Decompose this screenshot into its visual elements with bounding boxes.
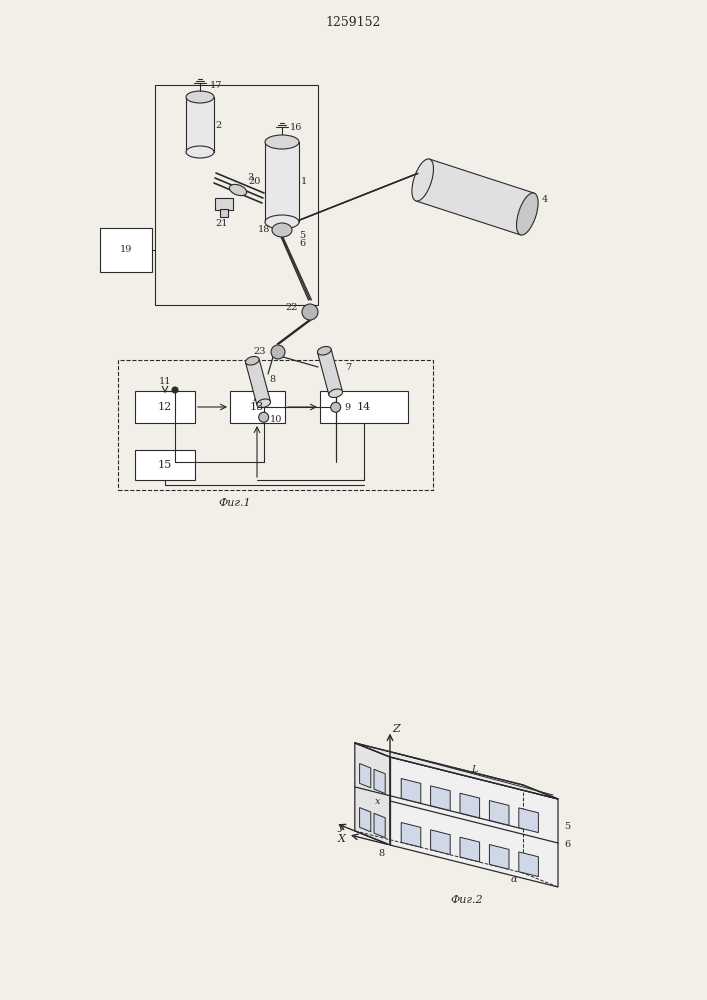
Ellipse shape bbox=[517, 193, 538, 235]
Text: 19: 19 bbox=[119, 245, 132, 254]
Polygon shape bbox=[489, 801, 509, 825]
Text: 6: 6 bbox=[564, 840, 571, 849]
Text: 14: 14 bbox=[357, 402, 371, 412]
Ellipse shape bbox=[186, 91, 214, 103]
Ellipse shape bbox=[329, 389, 342, 398]
Polygon shape bbox=[519, 808, 539, 833]
Text: 10: 10 bbox=[269, 415, 282, 424]
Text: 3: 3 bbox=[247, 174, 253, 182]
Polygon shape bbox=[460, 793, 479, 818]
Text: Фиг.1: Фиг.1 bbox=[218, 498, 251, 508]
Bar bbox=[118, 360, 433, 490]
Text: 11: 11 bbox=[159, 377, 171, 386]
Text: 20: 20 bbox=[249, 178, 261, 186]
Text: x: x bbox=[375, 796, 381, 806]
Text: 8: 8 bbox=[269, 374, 275, 383]
Polygon shape bbox=[360, 764, 370, 788]
Ellipse shape bbox=[272, 223, 292, 237]
Ellipse shape bbox=[271, 345, 285, 359]
Bar bbox=[155, 85, 318, 305]
Text: α: α bbox=[510, 875, 518, 884]
Polygon shape bbox=[360, 808, 370, 832]
Text: 9: 9 bbox=[344, 403, 351, 412]
Text: 17: 17 bbox=[210, 82, 222, 91]
Polygon shape bbox=[390, 757, 558, 887]
Bar bbox=[230, 391, 285, 423]
Text: Фиг.2: Фиг.2 bbox=[450, 895, 483, 905]
Bar bbox=[135, 450, 195, 480]
Bar bbox=[135, 391, 195, 423]
Text: Z: Z bbox=[392, 724, 400, 734]
Text: X: X bbox=[338, 834, 346, 844]
Polygon shape bbox=[460, 837, 479, 862]
Ellipse shape bbox=[302, 304, 318, 320]
Ellipse shape bbox=[265, 215, 299, 229]
Ellipse shape bbox=[331, 402, 341, 412]
Polygon shape bbox=[431, 830, 450, 855]
Text: 5: 5 bbox=[299, 231, 305, 239]
Ellipse shape bbox=[172, 387, 178, 393]
Polygon shape bbox=[355, 743, 390, 845]
Text: 4: 4 bbox=[542, 196, 548, 205]
Text: 16: 16 bbox=[290, 122, 302, 131]
Polygon shape bbox=[401, 778, 421, 803]
Text: 18: 18 bbox=[258, 226, 270, 234]
Text: 12: 12 bbox=[158, 402, 172, 412]
Ellipse shape bbox=[186, 146, 214, 158]
Text: 1259152: 1259152 bbox=[325, 15, 380, 28]
Text: L: L bbox=[471, 766, 477, 774]
Text: 1: 1 bbox=[301, 178, 307, 186]
Bar bbox=[320, 391, 408, 423]
Bar bbox=[215, 198, 233, 210]
Polygon shape bbox=[317, 349, 342, 395]
Text: 15: 15 bbox=[158, 460, 172, 470]
Polygon shape bbox=[489, 845, 509, 869]
Text: 21: 21 bbox=[216, 220, 228, 229]
Text: 8: 8 bbox=[378, 850, 385, 858]
Polygon shape bbox=[401, 822, 421, 847]
Polygon shape bbox=[431, 786, 450, 811]
Ellipse shape bbox=[265, 135, 299, 149]
Text: 5: 5 bbox=[564, 822, 571, 831]
Polygon shape bbox=[519, 852, 539, 877]
Polygon shape bbox=[374, 769, 385, 794]
Text: 7: 7 bbox=[345, 362, 351, 371]
Ellipse shape bbox=[257, 399, 271, 408]
Text: 2: 2 bbox=[215, 120, 221, 129]
Bar bbox=[220, 209, 228, 217]
Polygon shape bbox=[245, 359, 271, 405]
Text: 13: 13 bbox=[250, 402, 264, 412]
Text: 23: 23 bbox=[254, 348, 267, 357]
Polygon shape bbox=[355, 743, 558, 799]
Ellipse shape bbox=[412, 159, 433, 201]
Polygon shape bbox=[186, 97, 214, 152]
Polygon shape bbox=[265, 142, 299, 222]
Text: 6: 6 bbox=[299, 238, 305, 247]
Ellipse shape bbox=[245, 356, 259, 365]
Text: y: y bbox=[337, 822, 344, 832]
Polygon shape bbox=[374, 813, 385, 838]
Text: 22: 22 bbox=[286, 302, 298, 312]
Bar bbox=[100, 228, 152, 272]
Ellipse shape bbox=[259, 412, 269, 422]
Polygon shape bbox=[416, 159, 534, 235]
Ellipse shape bbox=[229, 184, 247, 196]
Ellipse shape bbox=[317, 346, 331, 355]
